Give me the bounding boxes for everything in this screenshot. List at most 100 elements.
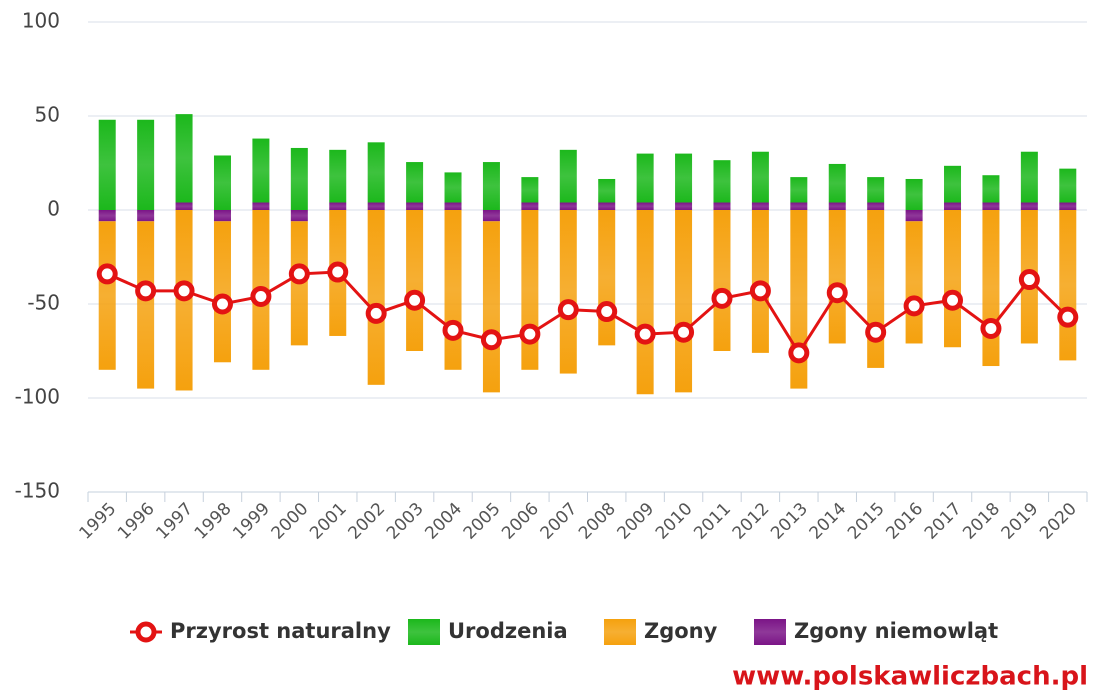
bar xyxy=(521,202,539,210)
bar xyxy=(406,210,424,351)
bar xyxy=(521,210,539,370)
bar xyxy=(98,210,116,222)
bar xyxy=(982,202,1000,210)
x-tick-label: 2011 xyxy=(690,499,735,544)
x-tick-label: 2006 xyxy=(498,499,543,544)
x-tick-label: 1995 xyxy=(76,499,121,544)
y-tick-label: 100 xyxy=(22,9,60,33)
bar xyxy=(713,160,731,203)
marker xyxy=(1018,269,1040,291)
x-tick-label: 2020 xyxy=(1036,499,1081,544)
bar xyxy=(790,177,808,203)
x-tick-label: 2007 xyxy=(537,499,582,544)
x-tick-label: 2016 xyxy=(882,499,927,544)
y-tick-label: 50 xyxy=(35,103,60,127)
bar xyxy=(713,202,731,210)
bar xyxy=(944,210,962,348)
marker xyxy=(788,342,810,364)
bar xyxy=(636,153,654,203)
bar xyxy=(213,210,231,222)
marker xyxy=(980,317,1002,339)
bar xyxy=(905,221,923,344)
y-tick-label: 0 xyxy=(47,197,60,221)
x-tick-label: 2004 xyxy=(421,499,466,544)
x-tick-label: 1998 xyxy=(191,499,236,544)
bar xyxy=(1020,151,1038,203)
bar xyxy=(137,119,155,210)
bar xyxy=(559,202,577,210)
bar xyxy=(944,202,962,210)
x-tick-label: 1999 xyxy=(229,499,274,544)
y-tick-label: -50 xyxy=(27,291,60,315)
legend-marker xyxy=(135,621,157,643)
marker xyxy=(173,280,195,302)
bar xyxy=(905,210,923,222)
x-tick-label: 1997 xyxy=(152,499,197,544)
x-tick-label: 1996 xyxy=(114,499,159,544)
line xyxy=(106,270,1069,356)
bar xyxy=(213,155,231,210)
bar xyxy=(636,202,654,210)
bar xyxy=(828,210,846,344)
bar xyxy=(675,153,693,203)
marker xyxy=(557,299,579,321)
bar xyxy=(598,210,616,346)
marker xyxy=(519,323,541,345)
bar xyxy=(444,172,462,203)
bar xyxy=(367,210,385,385)
bar xyxy=(137,210,155,222)
bar xyxy=(444,210,462,370)
bar xyxy=(982,175,1000,203)
bar xyxy=(828,163,846,203)
bar xyxy=(367,202,385,210)
legend-label: Zgony niemowląt xyxy=(794,619,998,643)
x-tick-label: 2010 xyxy=(652,499,697,544)
x-tick-label: 2000 xyxy=(268,499,313,544)
bar xyxy=(636,210,654,395)
bar xyxy=(482,221,500,393)
x-tick-label: 2013 xyxy=(767,499,812,544)
bar xyxy=(1059,168,1077,203)
bar xyxy=(137,221,155,389)
bar xyxy=(751,151,769,203)
bar xyxy=(98,221,116,370)
marker xyxy=(404,289,426,311)
marker xyxy=(749,280,771,302)
marker xyxy=(250,285,272,307)
bar xyxy=(867,210,885,368)
x-tick-label: 2001 xyxy=(306,499,351,544)
bar xyxy=(290,210,308,222)
x-tick-label: 2015 xyxy=(844,499,889,544)
bar xyxy=(675,202,693,210)
bar xyxy=(482,210,500,222)
bar xyxy=(367,142,385,203)
bar xyxy=(444,202,462,210)
x-tick-label: 2009 xyxy=(613,499,658,544)
bar xyxy=(175,114,193,203)
x-tick-label: 2003 xyxy=(383,499,428,544)
marker xyxy=(903,295,925,317)
x-tick-label: 2008 xyxy=(575,499,620,544)
bar xyxy=(406,162,424,203)
marker xyxy=(211,293,233,315)
x-tick-label: 2012 xyxy=(729,499,774,544)
bar xyxy=(675,210,693,393)
bar xyxy=(867,202,885,210)
bar xyxy=(252,138,270,203)
bar xyxy=(329,202,347,210)
bar xyxy=(329,149,347,203)
x-tick-label: 2014 xyxy=(806,499,851,544)
bar xyxy=(598,178,616,203)
marker xyxy=(634,323,656,345)
marker xyxy=(673,321,695,343)
legend-swatch xyxy=(754,619,786,645)
bar xyxy=(1059,210,1077,361)
bar xyxy=(482,162,500,210)
bar xyxy=(598,202,616,210)
bar xyxy=(982,210,1000,367)
bar xyxy=(252,202,270,210)
marker xyxy=(480,329,502,351)
bar xyxy=(213,221,231,363)
x-tick-label: 2017 xyxy=(921,499,966,544)
